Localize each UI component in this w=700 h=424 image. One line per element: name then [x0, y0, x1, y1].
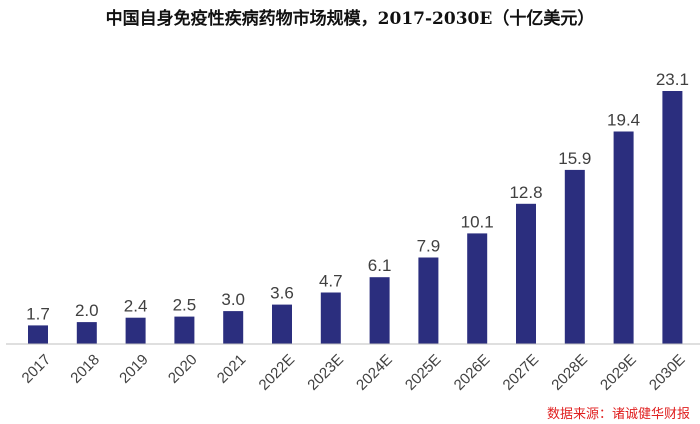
bar-2027E — [516, 203, 536, 344]
x-tick-label-2020: 2020 — [165, 351, 201, 387]
bar-2020 — [174, 316, 195, 344]
x-tick-label-2019: 2019 — [116, 351, 152, 387]
value-label-2018: 2.0 — [75, 301, 99, 320]
x-tick-label-2030E: 2030E — [646, 351, 689, 394]
x-tick-label-2018: 2018 — [67, 351, 103, 387]
bar-2030E — [662, 91, 683, 344]
value-label-2022E: 3.6 — [270, 284, 294, 303]
value-label-2024E: 6.1 — [368, 256, 392, 275]
x-tick-label-2028E: 2028E — [548, 351, 591, 394]
value-label-2026E: 10.1 — [461, 212, 494, 231]
bar-2022E — [272, 304, 292, 344]
x-tick-label-2029E: 2029E — [597, 351, 640, 394]
bar-2018 — [76, 322, 97, 344]
value-label-2029E: 19.4 — [607, 111, 640, 130]
x-tick-label-2022E: 2022E — [255, 351, 298, 394]
bar-2017 — [28, 325, 48, 344]
x-tick-label-2025E: 2025E — [402, 351, 445, 394]
bar-2024E — [369, 277, 390, 344]
bar-2023E — [320, 292, 341, 344]
value-label-2025E: 7.9 — [417, 237, 441, 256]
value-label-2023E: 4.7 — [319, 272, 343, 291]
x-tick-label-2027E: 2027E — [499, 351, 542, 394]
bar-2026E — [467, 233, 488, 344]
value-label-2019: 2.4 — [124, 297, 148, 316]
value-label-2027E: 12.8 — [509, 183, 542, 202]
value-label-2021: 3.0 — [221, 290, 245, 309]
bar-group: 1.7 2.0 2.4 2.5 3.0 3.6 4.7 6.1 7.9 10.1 12.8 15.9 1… — [26, 70, 689, 344]
chart-title: 中国自身免疫性疾病药物市场规模，2017-2030E（十亿美元） — [106, 8, 595, 29]
x-tick-label-2021: 2021 — [214, 351, 250, 387]
value-label-2028E: 15.9 — [558, 149, 591, 168]
x-tick-label-2023E: 2023E — [304, 351, 347, 394]
x-tick-label-2026E: 2026E — [451, 351, 494, 394]
bar-2029E — [613, 131, 634, 344]
value-label-2020: 2.5 — [173, 296, 197, 315]
x-tick-label-2024E: 2024E — [353, 351, 396, 394]
x-tick-label-2017: 2017 — [19, 351, 55, 387]
x-axis-ticks: 2017 2018 2019 2020 2021 2022E 2023E 2024E 2025E… — [19, 351, 689, 394]
source-note: 数据来源：诸诚健华财报 — [547, 407, 690, 422]
bar-2021 — [223, 311, 244, 344]
bar-2028E — [564, 169, 585, 344]
bar-2025E — [418, 257, 439, 344]
value-label-2030E: 23.1 — [656, 70, 689, 89]
value-label-2017: 1.7 — [26, 304, 50, 323]
bar-2019 — [125, 317, 146, 344]
